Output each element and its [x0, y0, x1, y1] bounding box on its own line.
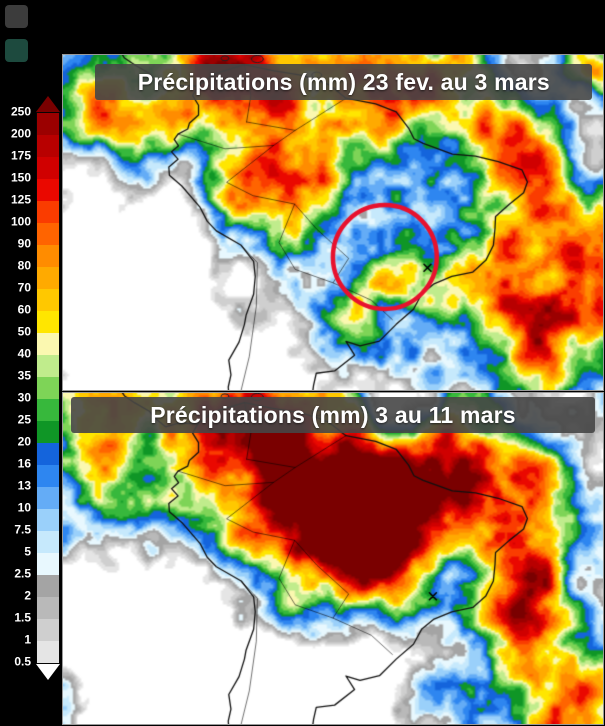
legend-tick: 60 — [17, 302, 31, 317]
legend-color-segment — [37, 509, 59, 531]
legend-tick: 2 — [24, 588, 31, 603]
legend-tick: 175 — [10, 148, 31, 163]
legend-tick: 5 — [24, 544, 31, 559]
legend-color-segment — [37, 201, 59, 223]
precipitation-field-canvas-2 — [63, 393, 603, 724]
precipitation-field-canvas-1 — [63, 55, 603, 390]
legend-tick: 90 — [17, 236, 31, 251]
legend-color-segment — [37, 531, 59, 553]
legend-color-segment — [37, 553, 59, 575]
map-precipitation-period-1: Précipitations (mm) 23 fev. au 3 mars — [63, 55, 603, 390]
legend-tick: 100 — [10, 214, 31, 229]
legend-tick: 2.5 — [14, 566, 31, 581]
legend-color-segment — [37, 223, 59, 245]
legend-tick: 200 — [10, 126, 31, 141]
legend-color-segment — [37, 641, 59, 663]
legend-color-segment — [37, 465, 59, 487]
corner-tile-top — [5, 5, 28, 28]
legend-color-segment — [37, 487, 59, 509]
legend-color-segment — [37, 289, 59, 311]
legend-colorbar — [36, 96, 60, 680]
legend-color-segment — [37, 333, 59, 355]
map-title-band-1: Précipitations (mm) 23 fev. au 3 mars — [95, 64, 593, 100]
legend-tick: 125 — [10, 192, 31, 207]
legend-tick: 50 — [17, 324, 31, 339]
legend-color-segment — [37, 421, 59, 443]
legend-tick: 20 — [17, 434, 31, 449]
legend-color-segment — [37, 377, 59, 399]
legend-tick: 1.5 — [14, 610, 31, 625]
legend-color-segment — [37, 443, 59, 465]
map-title-1: Précipitations (mm) 23 fev. au 3 mars — [137, 68, 550, 95]
legend-tick: 25 — [17, 412, 31, 427]
legend-color-segment — [37, 113, 59, 135]
map-title-2: Précipitations (mm) 3 au 11 mars — [150, 401, 516, 428]
legend-tick: 35 — [17, 368, 31, 383]
precipitation-legend: 250 200 175 150 125 100 90 80 70 60 50 40 35 30 25 20 16… — [3, 96, 61, 682]
map-title-band-2: Précipitations (mm) 3 au 11 mars — [71, 397, 595, 433]
legend-color-segment — [37, 575, 59, 597]
legend-tick: 30 — [17, 390, 31, 405]
legend-tick: 16 — [17, 456, 31, 471]
legend-color-segment — [37, 311, 59, 333]
legend-tick: 0.5 — [14, 654, 31, 669]
legend-color-segment — [37, 355, 59, 377]
legend-tick: 250 — [10, 104, 31, 119]
legend-color-segment — [37, 399, 59, 421]
map-precipitation-period-2: Précipitations (mm) 3 au 11 mars — [63, 393, 603, 724]
legend-color-segment — [37, 157, 59, 179]
legend-tick: 40 — [17, 346, 31, 361]
legend-tick: 7.5 — [14, 522, 31, 537]
legend-color-segment — [37, 267, 59, 289]
legend-tick: 150 — [10, 170, 31, 185]
legend-tick: 1 — [24, 632, 31, 647]
legend-arrow-down-icon — [36, 664, 60, 680]
legend-color-segment — [37, 597, 59, 619]
legend-tick: 70 — [17, 280, 31, 295]
legend-tick: 13 — [17, 478, 31, 493]
legend-color-segment — [37, 179, 59, 201]
legend-tick-labels: 250 200 175 150 125 100 90 80 70 60 50 40 35 30 25 20 16… — [3, 96, 31, 682]
legend-color-segment — [37, 245, 59, 267]
legend-tick: 10 — [17, 500, 31, 515]
corner-tile-bottom — [5, 39, 28, 62]
legend-arrow-up-icon — [36, 96, 60, 112]
legend-color-segment — [37, 619, 59, 641]
legend-segments — [36, 112, 60, 664]
legend-color-segment — [37, 135, 59, 157]
legend-tick: 80 — [17, 258, 31, 273]
